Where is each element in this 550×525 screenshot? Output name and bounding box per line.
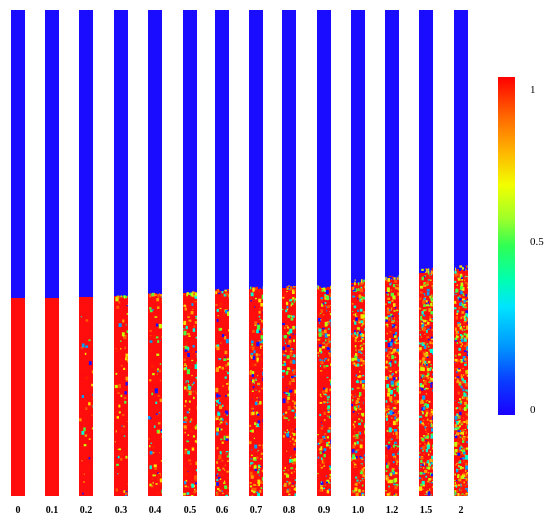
column-strip-0.2 <box>79 10 93 496</box>
column-field-0.1 <box>45 298 59 496</box>
column-field-0.4 <box>148 292 162 496</box>
colorbar <box>498 77 515 415</box>
column-strip-0.1 <box>45 10 59 496</box>
column-strip-0.5 <box>183 10 197 496</box>
column-label-0.1: 0.1 <box>45 505 59 516</box>
column-label-0.2: 0.2 <box>79 505 93 516</box>
column-field-0.6 <box>215 288 229 496</box>
column-field-1.0 <box>351 279 365 496</box>
colorbar-bottom-label: 0 <box>530 404 536 416</box>
column-label-0.7: 0.7 <box>249 505 263 516</box>
column-label-1.5: 1.5 <box>419 505 433 516</box>
column-strip-1.2 <box>385 10 399 496</box>
column-strip-1.5 <box>419 10 433 496</box>
column-label-0.8: 0.8 <box>282 505 296 516</box>
column-field-0.7 <box>249 286 263 496</box>
column-strip-0.3 <box>114 10 128 496</box>
column-label-0.4: 0.4 <box>148 505 162 516</box>
column-strip-0.4 <box>148 10 162 496</box>
column-label-2: 2 <box>458 505 464 516</box>
column-strip-1.0 <box>351 10 365 496</box>
column-field-0.8 <box>282 285 296 496</box>
column-label-0: 0 <box>15 505 21 516</box>
column-strip-0.8 <box>282 10 296 496</box>
column-strip-0.9 <box>317 10 331 496</box>
column-field-0.2 <box>79 297 93 496</box>
column-field-2 <box>454 265 468 496</box>
column-strip-0.7 <box>249 10 263 496</box>
column-field-1.5 <box>419 267 433 496</box>
column-strip-2 <box>454 10 468 496</box>
column-field-1.2 <box>385 275 399 496</box>
column-strip-0.6 <box>215 10 229 496</box>
column-label-1.0: 1.0 <box>351 505 365 516</box>
column-field-0.9 <box>317 285 331 496</box>
column-label-0.6: 0.6 <box>215 505 229 516</box>
column-label-0.9: 0.9 <box>317 505 331 516</box>
colorbar-top-label: 1 <box>530 84 536 96</box>
column-label-0.5: 0.5 <box>183 505 197 516</box>
column-field-0.5 <box>183 291 197 496</box>
column-label-0.3: 0.3 <box>114 505 128 516</box>
column-field-0 <box>11 298 25 496</box>
colorbar-mid-label: 0.5 <box>530 236 544 248</box>
column-field-0.3 <box>114 295 128 496</box>
column-label-1.2: 1.2 <box>385 505 399 516</box>
column-strip-0 <box>11 10 25 496</box>
